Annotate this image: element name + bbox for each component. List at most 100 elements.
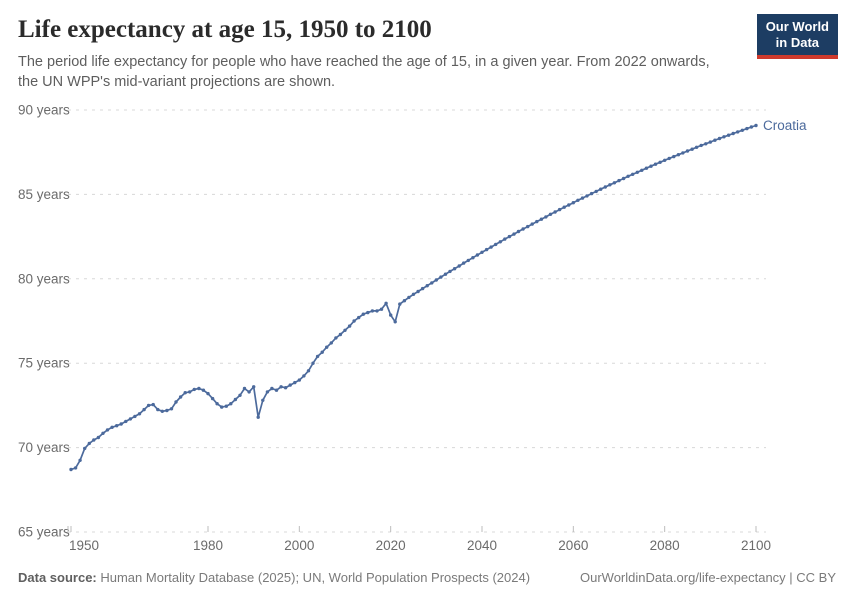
data-point-2006[interactable] — [325, 345, 329, 349]
data-point-2021[interactable] — [393, 320, 397, 324]
data-point-2088[interactable] — [699, 143, 703, 148]
data-point-2055[interactable] — [548, 212, 553, 216]
data-point-2030[interactable] — [434, 278, 438, 282]
data-point-1958[interactable] — [105, 428, 110, 432]
data-point-2053[interactable] — [539, 217, 544, 221]
data-point-2069[interactable] — [612, 181, 617, 185]
data-point-1959[interactable] — [110, 425, 114, 429]
data-point-1987[interactable] — [238, 393, 242, 397]
data-point-1954[interactable] — [87, 441, 92, 446]
data-point-1960[interactable] — [115, 424, 119, 428]
data-point-2028[interactable] — [425, 284, 429, 288]
data-point-2087[interactable] — [694, 145, 699, 149]
data-point-1976[interactable] — [188, 390, 192, 394]
data-point-2037[interactable] — [466, 258, 470, 263]
series-line-croatia[interactable] — [70, 124, 757, 471]
data-point-2018[interactable] — [379, 307, 384, 311]
data-point-1971[interactable] — [165, 408, 169, 413]
data-point-1992[interactable] — [261, 398, 265, 402]
data-point-2080[interactable] — [663, 158, 667, 162]
data-point-2048[interactable] — [516, 229, 521, 234]
data-point-2081[interactable] — [667, 156, 671, 161]
data-point-1957[interactable] — [101, 431, 105, 435]
data-point-1962[interactable] — [124, 419, 128, 424]
data-point-1993[interactable] — [265, 390, 270, 394]
data-point-1988[interactable] — [242, 386, 247, 391]
data-point-1961[interactable] — [119, 422, 123, 426]
data-point-2033[interactable] — [448, 269, 452, 274]
data-point-2089[interactable] — [704, 142, 708, 146]
data-point-1995[interactable] — [274, 388, 279, 392]
data-point-2049[interactable] — [521, 227, 525, 231]
data-point-2026[interactable] — [416, 289, 420, 294]
data-point-2012[interactable] — [352, 319, 356, 323]
data-point-1991[interactable] — [256, 415, 260, 419]
data-point-2008[interactable] — [334, 336, 338, 340]
data-point-2056[interactable] — [553, 210, 557, 214]
data-point-2034[interactable] — [452, 267, 457, 271]
data-point-2004[interactable] — [315, 354, 320, 359]
data-point-2020[interactable] — [389, 313, 393, 317]
data-point-2094[interactable] — [726, 133, 731, 137]
data-point-2035[interactable] — [457, 264, 461, 268]
data-point-2095[interactable] — [731, 131, 735, 136]
data-point-2100[interactable] — [754, 123, 758, 128]
data-point-1974[interactable] — [178, 395, 183, 399]
data-point-2046[interactable] — [507, 234, 512, 239]
data-point-1964[interactable] — [133, 414, 137, 419]
data-point-2072[interactable] — [626, 174, 630, 178]
data-point-2003[interactable] — [311, 361, 315, 365]
data-point-2084[interactable] — [681, 151, 685, 155]
data-point-1965[interactable] — [137, 412, 142, 416]
data-point-1982[interactable] — [215, 402, 219, 406]
data-point-2050[interactable] — [526, 224, 530, 229]
data-point-1955[interactable] — [92, 438, 96, 442]
data-point-2005[interactable] — [320, 350, 324, 354]
data-point-1956[interactable] — [96, 435, 101, 440]
data-point-2060[interactable] — [571, 201, 575, 205]
data-point-2067[interactable] — [603, 185, 607, 189]
data-point-2096[interactable] — [736, 130, 740, 134]
data-point-2016[interactable] — [370, 309, 375, 313]
data-point-1983[interactable] — [220, 405, 224, 409]
data-point-2015[interactable] — [366, 310, 370, 315]
data-point-2041[interactable] — [484, 247, 489, 252]
data-point-2022[interactable] — [398, 302, 402, 306]
data-point-2019[interactable] — [384, 301, 388, 305]
data-point-2014[interactable] — [361, 312, 365, 316]
data-point-2000[interactable] — [297, 378, 301, 382]
data-point-2054[interactable] — [544, 215, 548, 219]
data-point-1986[interactable] — [233, 397, 238, 402]
data-point-2009[interactable] — [338, 332, 343, 337]
data-point-2071[interactable] — [621, 176, 626, 181]
data-point-2042[interactable] — [489, 245, 493, 249]
data-point-1963[interactable] — [128, 417, 133, 421]
data-point-2039[interactable] — [475, 253, 480, 257]
data-point-2097[interactable] — [740, 128, 744, 132]
data-point-2061[interactable] — [576, 198, 580, 202]
data-point-2070[interactable] — [617, 178, 621, 183]
owid-logo[interactable]: Our World in Data — [756, 14, 838, 59]
owid-credit-link[interactable]: OurWorldinData.org/life-expectancy | CC … — [579, 570, 836, 586]
data-point-2029[interactable] — [430, 281, 434, 285]
data-point-1951[interactable] — [73, 466, 78, 470]
data-point-1966[interactable] — [142, 407, 146, 412]
data-point-2092[interactable] — [717, 136, 722, 141]
data-point-2063[interactable] — [585, 194, 589, 198]
data-point-1978[interactable] — [197, 386, 201, 391]
data-point-2099[interactable] — [749, 125, 754, 129]
data-point-2025[interactable] — [411, 292, 416, 296]
data-point-2066[interactable] — [599, 187, 603, 191]
data-point-1996[interactable] — [279, 385, 283, 389]
series-end-label-croatia[interactable]: Croatia — [763, 118, 807, 133]
data-point-1975[interactable] — [183, 391, 187, 395]
data-point-2032[interactable] — [443, 272, 448, 276]
data-point-1968[interactable] — [151, 402, 155, 407]
data-point-2024[interactable] — [407, 295, 411, 300]
data-point-2052[interactable] — [535, 219, 539, 224]
data-point-2086[interactable] — [690, 147, 694, 151]
data-point-1953[interactable] — [83, 446, 87, 451]
data-point-2043[interactable] — [494, 242, 498, 247]
data-point-2036[interactable] — [462, 261, 466, 265]
data-point-2044[interactable] — [498, 240, 502, 244]
